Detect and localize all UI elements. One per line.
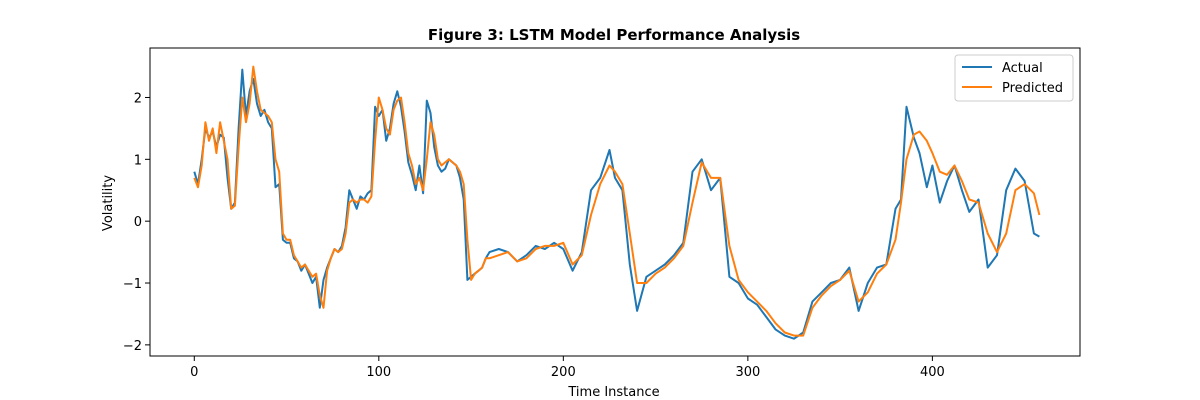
x-axis-label: Time Instance xyxy=(567,385,659,400)
legend-label-predicted: Predicted xyxy=(1002,81,1063,96)
y-tick-label: 1 xyxy=(134,153,142,168)
y-tick-label: 0 xyxy=(134,215,142,230)
series-line-predicted xyxy=(193,65,1041,337)
x-tick-label: 300 xyxy=(735,365,760,380)
x-tick-label: 200 xyxy=(551,365,576,380)
y-axis: −2 −1 0 1 2 xyxy=(123,91,150,354)
plot-area xyxy=(149,47,1081,357)
chart-title: Figure 3: LSTM Model Performance Analysi… xyxy=(428,26,800,44)
x-axis: 0 100 200 300 400 xyxy=(190,356,945,380)
y-axis-label: Volatility xyxy=(101,175,116,231)
y-tick-label: −1 xyxy=(123,277,142,292)
legend: Actual Predicted xyxy=(954,54,1074,102)
y-tick-label: −2 xyxy=(123,339,142,354)
x-tick-label: 100 xyxy=(366,365,391,380)
x-tick-label: 0 xyxy=(190,365,198,380)
series-line-actual xyxy=(193,68,1040,340)
y-tick-label: 2 xyxy=(134,91,142,106)
series-layer xyxy=(193,65,1041,340)
legend-label-actual: Actual xyxy=(1002,61,1043,76)
x-tick-label: 400 xyxy=(920,365,945,380)
plot-frame xyxy=(149,47,1081,357)
